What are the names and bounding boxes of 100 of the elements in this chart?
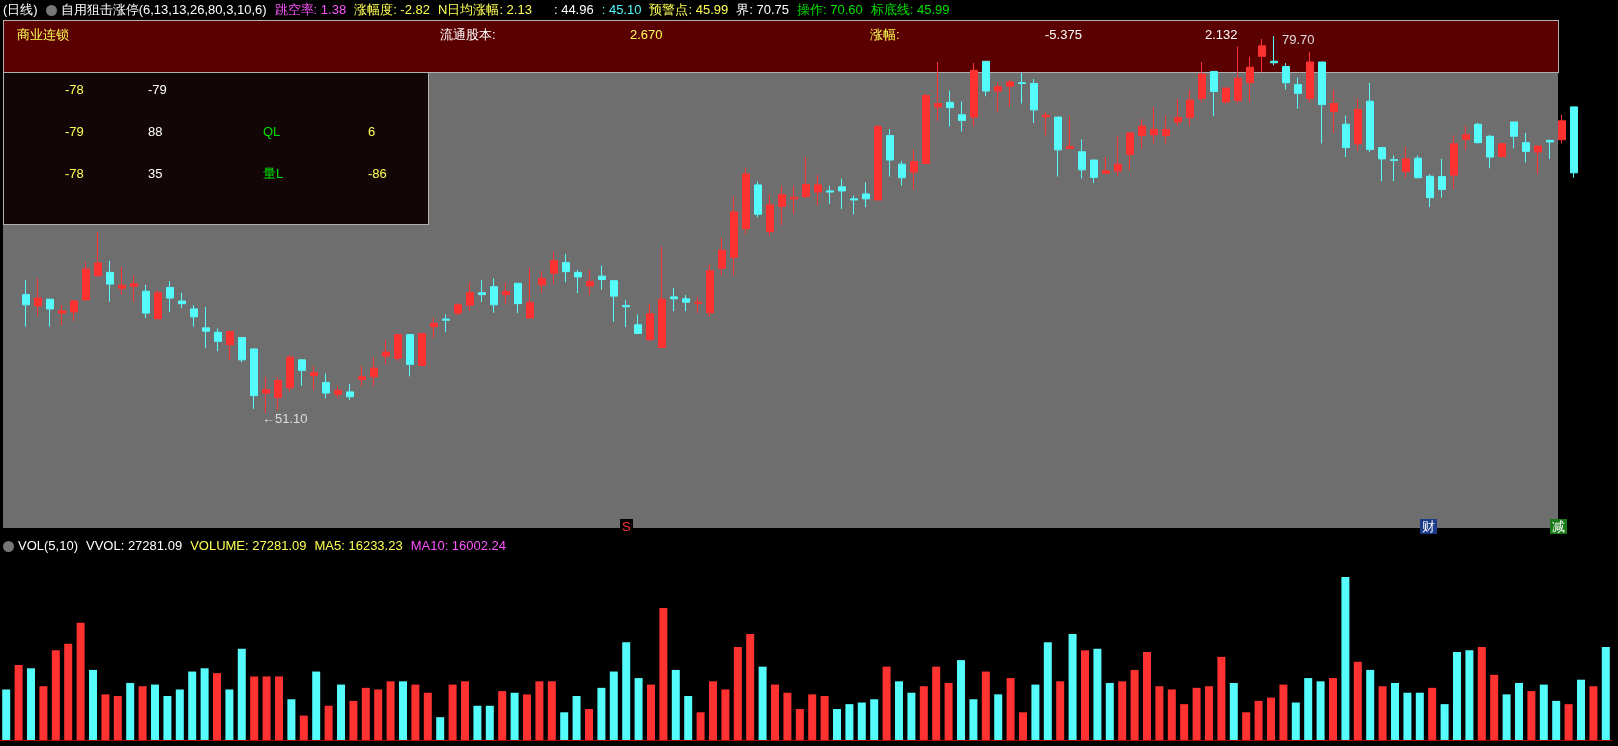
text: S [620,519,633,534]
candlestick [142,284,150,319]
candlestick [934,61,942,122]
text: 操作: 70.60 [796,2,863,18]
annotation: 2.670 [630,27,663,42]
text: VOLUME: 27281.09 [190,538,307,554]
bar [895,681,903,740]
annotation: -86 [368,166,387,181]
chart-title: (日线) [3,2,38,18]
candlestick [70,299,78,322]
candlestick [682,294,690,312]
bar [299,715,308,740]
bar [1205,686,1213,740]
bar [523,694,531,740]
bar [919,686,928,740]
bar [1267,697,1275,740]
candlestick [214,328,222,352]
candlestick [670,287,678,312]
bar [1242,712,1251,740]
candlestick [1102,156,1110,175]
candlestick [478,279,486,303]
candlestick [394,334,402,362]
candlestick [646,303,654,341]
bar [1130,669,1139,740]
bar [1403,692,1412,740]
bar [845,704,854,740]
bar [1056,681,1065,740]
candlestick [826,185,834,205]
candlestick [1318,61,1326,144]
candlestick [706,263,714,317]
bar [51,650,60,740]
candlestick [118,266,126,296]
candlestick [1270,35,1278,66]
candlestick [310,365,318,391]
bar [820,695,829,740]
candlestick [658,246,666,348]
candlestick [34,277,42,317]
bar [1291,702,1300,740]
bar [510,692,519,740]
bar [746,634,755,740]
candlestick [22,279,30,328]
candlestick [742,167,750,235]
bar [213,673,221,740]
candlestick [514,282,522,314]
bar [1155,686,1164,740]
bar [1353,661,1362,740]
annotation: 6 [368,124,376,139]
annotation: 35 [148,166,163,181]
bar [1093,648,1102,740]
bar [113,695,122,740]
candlestick [1366,82,1374,153]
bar [622,642,631,740]
candlestick [1210,70,1218,117]
annotation: 流通股本: [440,27,496,42]
text: : 45.10 [601,2,642,18]
annotation: -78 [65,166,84,181]
bar [1118,681,1127,740]
candlestick [1354,98,1362,152]
candlestick [802,156,810,199]
candlestick [502,281,510,305]
candlestick [1546,139,1554,160]
bar [808,694,817,740]
candlestick [1030,78,1038,124]
candlestick [1006,79,1014,108]
candlestick [862,181,870,208]
bar [969,699,978,740]
annotation: 商业连锁 [17,27,69,42]
bar [374,689,383,740]
text: VVOL: 27281.09 [85,538,183,554]
bar [399,681,407,740]
bar [386,681,395,740]
candlestick [430,317,438,339]
text: 减 [1550,519,1567,534]
candlestick [1342,115,1350,158]
candlestick [1018,72,1026,104]
annotation: -79 [148,82,167,97]
candlestick [898,160,906,187]
candlestick [226,331,234,361]
bar [1143,651,1151,740]
bar [361,687,370,740]
candlestick [1570,106,1578,179]
candlestick [1186,89,1194,127]
bar [1601,647,1610,740]
candlestick [490,277,498,314]
bar [1527,691,1536,740]
candlestick [610,280,618,323]
bar [151,684,159,740]
candlestick [634,314,642,334]
candlestick [322,372,330,399]
bar [126,682,135,740]
candlestick [1522,132,1530,163]
bar [572,695,581,740]
bar [175,689,184,740]
candlestick [1414,155,1422,179]
candlestick [910,149,918,190]
candlestick [190,304,198,328]
candlestick [1282,62,1290,91]
candlestick [622,299,630,328]
bar [535,681,544,740]
bar [1564,704,1573,740]
